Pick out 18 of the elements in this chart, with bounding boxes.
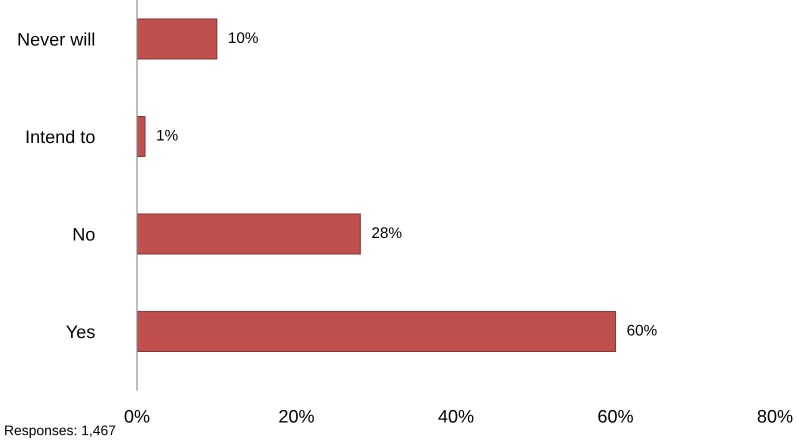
data-label: 1% xyxy=(157,130,178,141)
data-label: 10% xyxy=(229,32,258,44)
y-tick-label: Yes xyxy=(66,326,95,338)
y-tick-label: Never will xyxy=(18,32,94,46)
x-tick-label: 80% xyxy=(758,410,792,423)
x-tick-label: 60% xyxy=(598,410,633,423)
bar xyxy=(137,116,146,158)
bar xyxy=(137,310,616,352)
data-label: 60% xyxy=(627,324,657,336)
bar xyxy=(137,18,218,60)
y-tick-label: No xyxy=(74,228,95,241)
text: Responses: 1,467 xyxy=(5,425,116,438)
data-label: 28% xyxy=(372,227,402,238)
x-tick-label: 40% xyxy=(438,410,474,423)
y-tick-label: Intend to xyxy=(26,130,95,144)
x-tick-label: 20% xyxy=(279,410,314,423)
bar xyxy=(137,213,361,255)
x-tick-label: 0% xyxy=(124,410,150,423)
